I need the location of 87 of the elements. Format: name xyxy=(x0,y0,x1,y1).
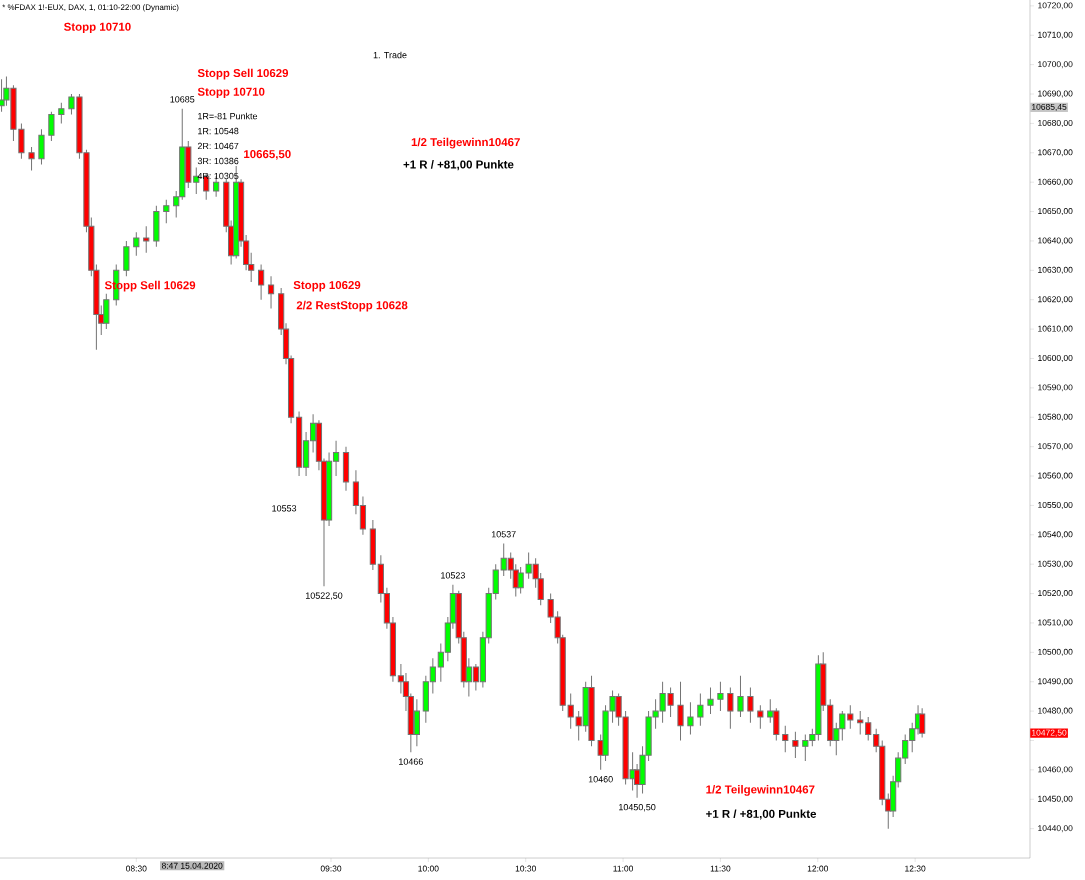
annotation: 1R=-81 Punkte xyxy=(198,112,258,120)
y-tick-label: 10620,00 xyxy=(1038,296,1073,304)
y-tick-label: 10670,00 xyxy=(1038,149,1073,157)
y-tick-label: 10490,00 xyxy=(1038,678,1073,686)
x-tick-label: 10:00 xyxy=(418,865,439,872)
y-tick-label: 10640,00 xyxy=(1038,237,1073,245)
y-tick-label: 10650,00 xyxy=(1038,208,1073,216)
y-tick-label: 10450,00 xyxy=(1038,795,1073,803)
candlestick xyxy=(717,681,724,712)
annotation: 1/2 Teilgewinn10467 xyxy=(706,785,815,796)
annotation: 1/2 Teilgewinn10467 xyxy=(411,137,520,149)
text: 10685,45 xyxy=(1032,103,1067,111)
text: 10472,50 xyxy=(1032,729,1067,737)
candlestick xyxy=(792,731,799,759)
annotation: 10466 xyxy=(399,758,423,765)
candlestick xyxy=(737,675,744,718)
candlestick xyxy=(143,225,150,254)
candlestick xyxy=(857,710,864,736)
x-tick-label: 12:00 xyxy=(807,865,829,872)
candlestick xyxy=(163,199,170,224)
y-tick-label: 10560,00 xyxy=(1038,472,1073,480)
annotation: 10665,50 xyxy=(244,150,291,160)
y-tick-label: 10680,00 xyxy=(1038,119,1073,127)
y-tick-label: 10510,00 xyxy=(1038,619,1073,627)
text: 8:47 15.04.2020 xyxy=(161,862,223,869)
candlestick xyxy=(258,263,265,301)
y-tick-label: 10690,00 xyxy=(1038,90,1073,98)
y-tick-label: 10630,00 xyxy=(1038,266,1073,274)
candlestick xyxy=(757,704,764,730)
y-tick-label: 10550,00 xyxy=(1038,501,1073,509)
annotation: 1R: 10548 xyxy=(198,127,239,135)
y-tick-label: 10590,00 xyxy=(1038,384,1073,392)
annotation: Stopp 10710 xyxy=(197,87,265,99)
y-tick-label: 10530,00 xyxy=(1038,560,1073,568)
annotation: 3R: 10386 xyxy=(197,157,239,165)
annotation: Stopp Sell 10629 xyxy=(197,68,289,80)
candlestick xyxy=(707,687,714,715)
y-tick-label: 10540,00 xyxy=(1038,531,1073,539)
annotation: 10460 xyxy=(588,776,613,783)
x-tick-label: 10:30 xyxy=(515,865,536,872)
y-tick-label: 10610,00 xyxy=(1038,325,1073,333)
y-tick-label: 10600,00 xyxy=(1038,354,1073,362)
annotation: 10522,50 xyxy=(305,592,343,600)
annotation: 1. Trade xyxy=(373,51,407,59)
annotation: 10523 xyxy=(441,572,465,579)
candlestick xyxy=(123,240,130,277)
y-tick-label: 10500,00 xyxy=(1038,648,1073,656)
candlestick xyxy=(865,716,872,741)
y-tick-label: 10570,00 xyxy=(1038,443,1073,451)
candlestick xyxy=(133,231,140,257)
candlestick xyxy=(687,701,694,736)
annotation: 10537 xyxy=(491,531,516,538)
candlestick xyxy=(677,681,684,741)
x-tick-label: 11:00 xyxy=(613,865,634,872)
y-tick-label: 10710,00 xyxy=(1038,31,1073,39)
y-tick-label: 10480,00 xyxy=(1038,707,1073,715)
y-tick-label: 10520,00 xyxy=(1038,590,1073,598)
y-tick-label: 10700,00 xyxy=(1038,61,1073,69)
candlestick xyxy=(28,146,35,171)
x-tick-label: 08:30 xyxy=(126,865,147,872)
x-tick-label: 11:30 xyxy=(710,865,731,872)
candlestick xyxy=(919,707,926,739)
candlestick xyxy=(58,102,65,124)
y-tick-label: 10440,00 xyxy=(1038,825,1073,833)
candlestick xyxy=(48,111,55,142)
candlestick xyxy=(782,725,789,753)
annotation: 4R: 10305 xyxy=(197,172,239,180)
annotation: Stopp 10710 xyxy=(64,22,131,34)
candlestick xyxy=(38,128,45,166)
annotation: 10450,50 xyxy=(619,803,656,812)
candlestick xyxy=(747,687,754,724)
y-tick-label: 10720,00 xyxy=(1038,2,1073,10)
annotation: 2/2 RestStopp 10628 xyxy=(296,300,408,312)
y-tick-label: 10460,00 xyxy=(1038,766,1073,774)
candlestick xyxy=(267,275,275,310)
y-tick-label: 10660,00 xyxy=(1038,178,1073,186)
annotation: +1 R / +81,00 Punkte xyxy=(706,809,817,820)
candlestick xyxy=(697,692,704,727)
annotation: Stopp 10629 xyxy=(293,280,361,292)
annotation: +1 R / +81,00 Punkte xyxy=(403,160,514,171)
annotation: 10553 xyxy=(272,505,297,512)
candlestick xyxy=(727,687,734,730)
x-tick-label: 09:30 xyxy=(320,865,342,872)
y-tick-label: 10580,00 xyxy=(1038,413,1073,421)
x-tick-label: 12:30 xyxy=(905,865,926,872)
annotation: 10685 xyxy=(170,96,195,103)
annotation: 2R: 10467 xyxy=(197,142,239,150)
